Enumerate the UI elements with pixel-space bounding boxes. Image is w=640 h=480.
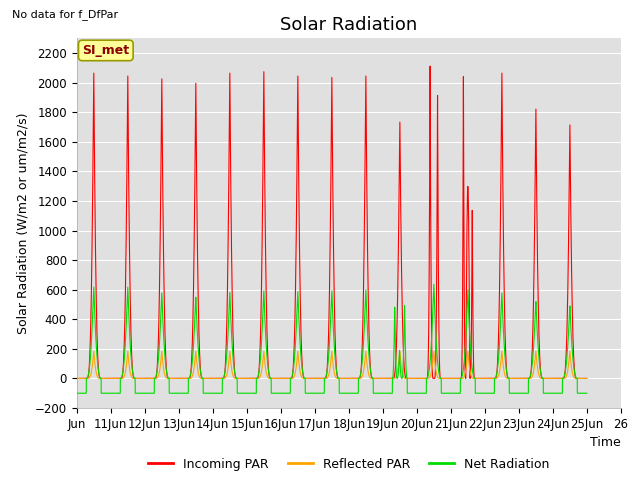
Text: No data for f_DfPar: No data for f_DfPar (12, 9, 118, 20)
Y-axis label: Solar Radiation (W/m2 or um/m2/s): Solar Radiation (W/m2 or um/m2/s) (17, 112, 29, 334)
Title: Solar Radiation: Solar Radiation (280, 16, 417, 34)
Text: SI_met: SI_met (82, 44, 129, 57)
Legend: Incoming PAR, Reflected PAR, Net Radiation: Incoming PAR, Reflected PAR, Net Radiati… (143, 453, 554, 476)
X-axis label: Time: Time (590, 436, 621, 449)
